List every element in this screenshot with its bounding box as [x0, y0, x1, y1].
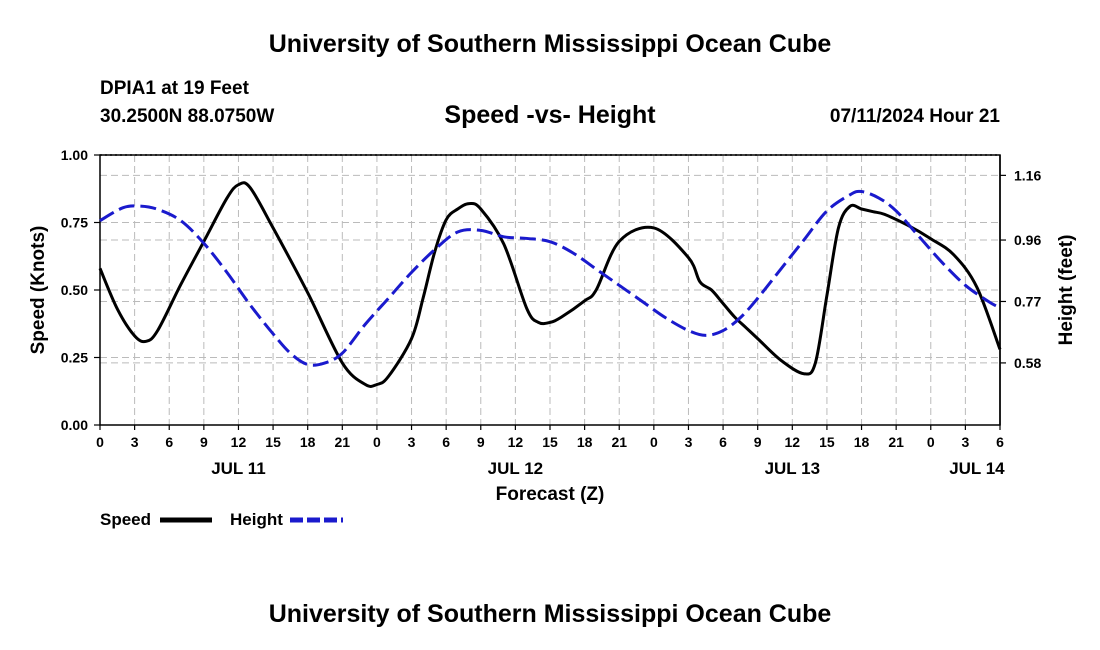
x-tick-label: 21: [335, 434, 351, 450]
x-axis-label: Forecast (Z): [496, 484, 605, 505]
x-tick-label: 12: [785, 434, 801, 450]
x-tick-label: 0: [373, 434, 381, 450]
x-tick-label: 3: [961, 434, 969, 450]
x-tick-label: 6: [996, 434, 1004, 450]
x-tick-label: 15: [542, 434, 558, 450]
x-tick-label: 21: [888, 434, 904, 450]
x-tick-label: 21: [611, 434, 627, 450]
chart-title: Speed -vs- Height: [444, 101, 656, 129]
x-tick-label: 6: [165, 434, 173, 450]
x-tick-label: 15: [819, 434, 835, 450]
x-tick-label: 18: [854, 434, 870, 450]
day-label: JUL 12: [488, 459, 543, 478]
x-tick-label: 9: [477, 434, 485, 450]
y-tick-label-left: 0.00: [61, 417, 88, 433]
grid: [100, 154, 1000, 425]
day-label: JUL 11: [211, 459, 266, 478]
series-line-height: [99, 189, 1001, 367]
x-tick-label: 18: [577, 434, 593, 450]
x-tick-label: 3: [131, 434, 139, 450]
station-label: DPIA1 at 19 Feet: [100, 78, 249, 99]
series-lines: [98, 181, 1002, 388]
legend-label-height: Height: [230, 510, 283, 529]
x-tick-label: 0: [650, 434, 658, 450]
datetime-label: 07/11/2024 Hour 21: [829, 106, 1000, 127]
axis-ticks: 0 3 6 9 12 15 18 21 0 3 6 9 12 15 18 21 0 3 6 9 12 15 18 21 0 3 6 J…: [61, 147, 1042, 478]
x-tick-label: 12: [508, 434, 524, 450]
x-tick-label: 9: [200, 434, 208, 450]
y-tick-label-left: 0.50: [61, 282, 88, 298]
day-label: JUL 14: [949, 459, 1005, 478]
x-tick-label: 15: [265, 434, 281, 450]
x-tick-label: 0: [927, 434, 935, 450]
y-tick-label-right: 0.58: [1014, 355, 1041, 371]
page-title: University of Southern Mississippi Ocean…: [268, 30, 832, 58]
x-tick-label: 3: [685, 434, 693, 450]
day-label: JUL 13: [765, 459, 820, 478]
y-tick-label-left: 1.00: [61, 147, 88, 163]
legend-label-speed: Speed: [100, 510, 151, 529]
y-tick-label-right: 1.16: [1014, 167, 1041, 183]
y-tick-label-right: 0.77: [1014, 293, 1041, 309]
y-tick-label-left: 0.25: [61, 350, 88, 366]
x-tick-label: 9: [754, 434, 762, 450]
x-tick-label: 0: [96, 434, 104, 450]
x-tick-label: 12: [231, 434, 247, 450]
x-tick-label: 18: [300, 434, 316, 450]
x-tick-label: 6: [719, 434, 727, 450]
legend: Speed Height: [100, 510, 343, 529]
y-tick-label-left: 0.75: [61, 215, 88, 231]
footer-title: University of Southern Mississippi Ocean…: [268, 600, 832, 628]
y-axis-label-left: Speed (Knots): [28, 226, 49, 355]
x-tick-label: 3: [408, 434, 416, 450]
coordinates-label: 30.2500N 88.0750W: [100, 106, 275, 127]
y-axis-label-right: Height (feet): [1056, 235, 1077, 346]
y-tick-label-right: 0.96: [1014, 232, 1041, 248]
series-line-speed: [98, 181, 1002, 388]
x-tick-label: 6: [442, 434, 450, 450]
